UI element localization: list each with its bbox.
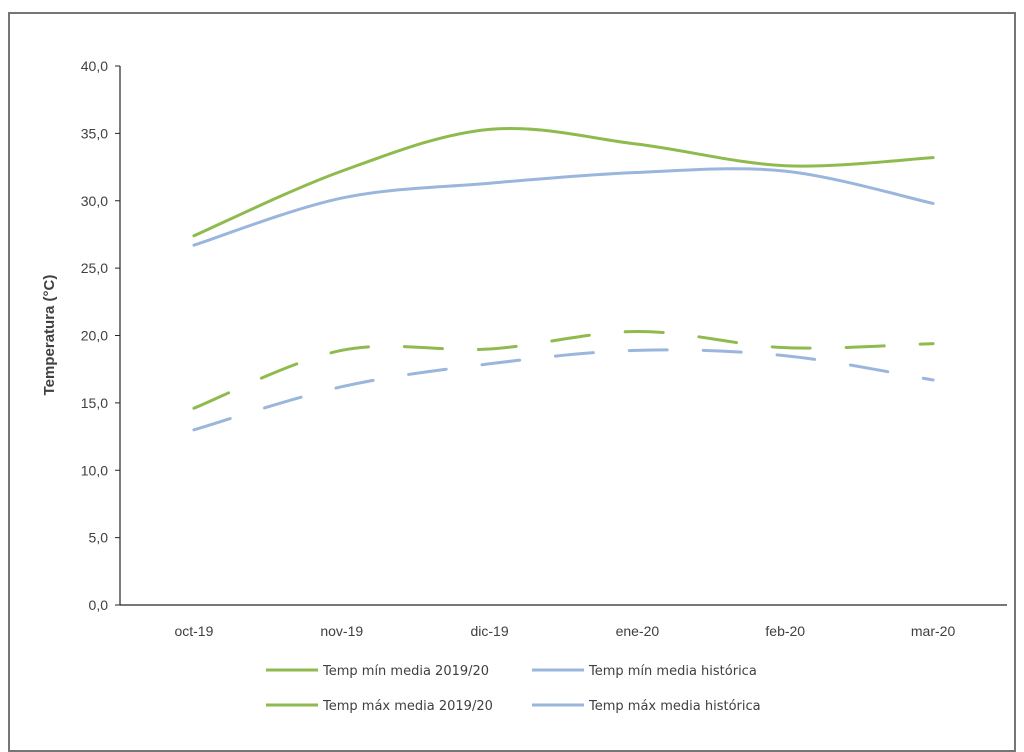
- y-tick-label: 30,0: [81, 193, 108, 209]
- legend-label: Temp máx media 2019/20: [322, 699, 493, 714]
- y-tick-label: 25,0: [81, 260, 108, 276]
- x-tick-label: oct-19: [174, 623, 213, 639]
- y-tick-label: 5,0: [89, 530, 109, 546]
- x-tick-label: mar-20: [911, 623, 956, 639]
- legend-label: Temp mín media histórica: [588, 664, 757, 679]
- x-tick-label: feb-20: [765, 623, 805, 639]
- y-tick-label: 0,0: [89, 597, 109, 613]
- y-tick-label: 35,0: [81, 125, 108, 141]
- series-line-4: [192, 167, 935, 247]
- legend-label: Temp máx media histórica: [588, 699, 761, 714]
- y-tick-label: 15,0: [81, 395, 108, 411]
- x-axis-ticks: oct-19 nov-19 dic-19 ene-20 feb-20 mar-20: [174, 623, 955, 639]
- line-chart: 0,0 5,0 10,0 15,0 20,0 25,0 30,0 35,0 40,0 oct-1…: [41, 58, 1007, 714]
- x-tick-label: dic-19: [471, 623, 509, 639]
- series-line-2: [192, 348, 935, 432]
- y-tick-label: 20,0: [81, 328, 108, 344]
- legend: Temp mín media 2019/20 Temp mín media his…: [266, 664, 761, 714]
- x-tick-label: nov-19: [320, 623, 363, 639]
- chart-frame: [8, 12, 1016, 752]
- y-tick-label: 40,0: [81, 58, 108, 74]
- series-line-1: [192, 329, 935, 410]
- y-tick-label: 10,0: [81, 462, 108, 478]
- series-layer: [192, 126, 935, 432]
- y-axis-ticks: 0,0 5,0 10,0 15,0 20,0 25,0 30,0 35,0 40,0: [81, 58, 120, 613]
- x-tick-label: ene-20: [616, 623, 660, 639]
- series-line-3: [192, 126, 935, 238]
- y-axis-title: Temperatura (°C): [41, 275, 58, 396]
- legend-label: Temp mín media 2019/20: [322, 664, 489, 679]
